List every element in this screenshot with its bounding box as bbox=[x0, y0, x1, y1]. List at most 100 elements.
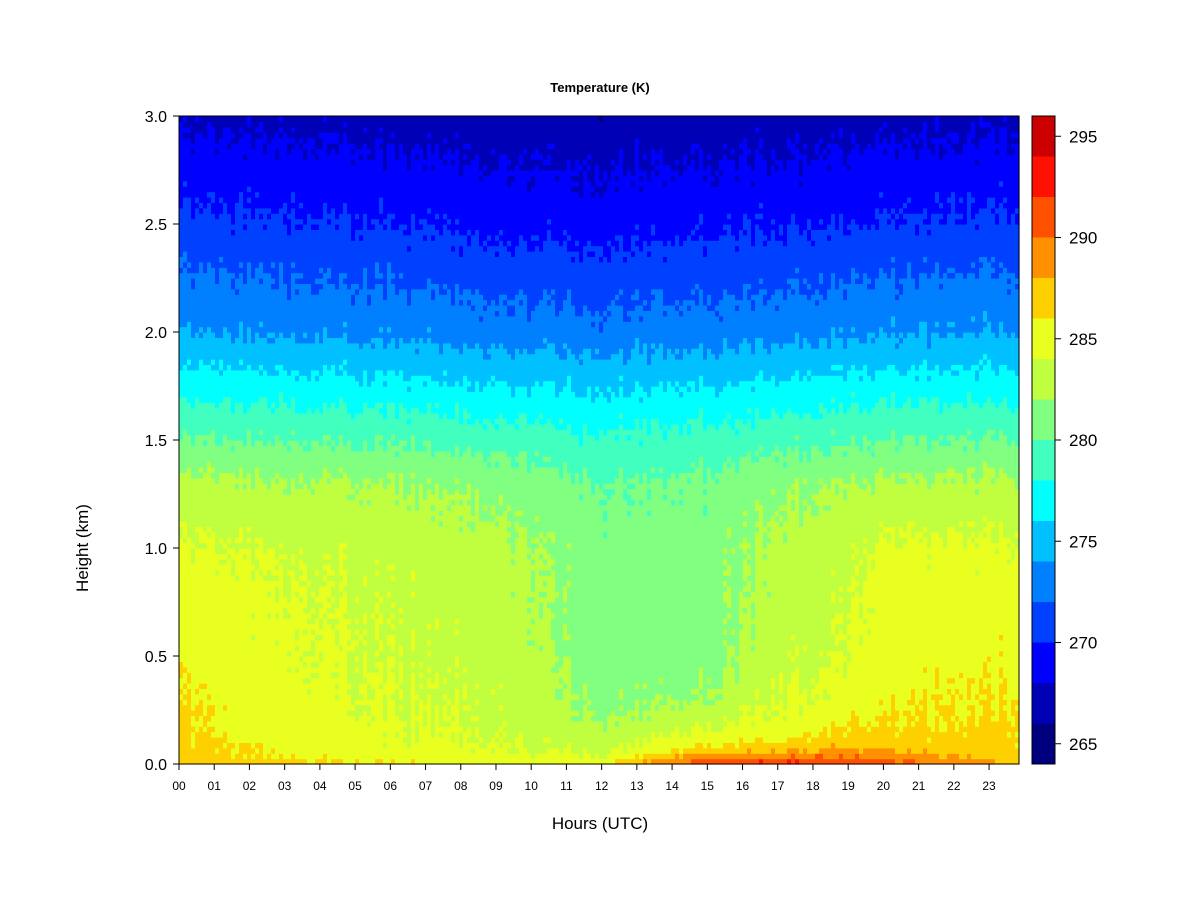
temperature-cell bbox=[527, 548, 532, 554]
temperature-cell bbox=[499, 710, 504, 727]
temperature-cell bbox=[619, 413, 624, 419]
temperature-cell bbox=[443, 450, 448, 490]
temperature-cell bbox=[991, 467, 996, 479]
temperature-cell bbox=[195, 434, 200, 479]
temperature-cell bbox=[355, 283, 360, 290]
temperature-cell bbox=[751, 639, 756, 646]
temperature-cell bbox=[339, 364, 344, 371]
temperature-cell bbox=[651, 299, 656, 344]
temperature-cell bbox=[191, 477, 196, 544]
temperature-cell bbox=[675, 164, 680, 171]
temperature-cell bbox=[303, 656, 308, 662]
temperature-cell bbox=[959, 531, 964, 673]
temperature-cell bbox=[419, 337, 424, 376]
temperature-cell bbox=[999, 261, 1004, 268]
temperature-cell bbox=[731, 634, 736, 646]
temperature-cell bbox=[983, 693, 988, 700]
temperature-cell bbox=[835, 612, 840, 625]
temperature-cell bbox=[575, 434, 580, 473]
temperature-cell bbox=[631, 483, 636, 490]
temperature-cell bbox=[827, 348, 832, 376]
temperature-cell bbox=[691, 234, 696, 241]
temperature-cell bbox=[611, 159, 616, 166]
temperature-cell bbox=[339, 396, 344, 436]
temperature-cell bbox=[947, 683, 952, 689]
temperature-cell bbox=[451, 456, 456, 495]
temperature-cell bbox=[183, 429, 188, 473]
temperature-cell bbox=[255, 537, 260, 544]
temperature-cell bbox=[863, 364, 868, 409]
temperature-cell bbox=[915, 720, 920, 754]
temperature-cell bbox=[579, 494, 584, 500]
temperature-cell bbox=[623, 364, 628, 398]
temperature-cell bbox=[331, 602, 336, 614]
temperature-cell bbox=[299, 342, 304, 376]
temperature-cell bbox=[323, 402, 328, 436]
temperature-cell bbox=[415, 159, 420, 230]
temperature-cell bbox=[895, 440, 900, 446]
temperature-cell bbox=[479, 391, 484, 425]
temperature-cell bbox=[1011, 548, 1016, 560]
temperature-cell bbox=[619, 386, 624, 414]
temperature-cell bbox=[467, 380, 472, 387]
temperature-cell bbox=[323, 364, 328, 403]
temperature-cell bbox=[499, 342, 504, 382]
temperature-cell bbox=[347, 143, 352, 214]
temperature-cell bbox=[1015, 143, 1020, 209]
temperature-cell bbox=[679, 305, 684, 311]
temperature-cell bbox=[431, 170, 436, 225]
temperature-cell bbox=[939, 159, 944, 203]
temperature-cell bbox=[183, 537, 188, 544]
temperature-cell bbox=[367, 504, 372, 673]
temperature-cell bbox=[499, 229, 504, 236]
temperature-cell bbox=[935, 202, 940, 214]
temperature-cell bbox=[783, 531, 788, 544]
temperature-cell bbox=[759, 278, 764, 284]
temperature-cell bbox=[555, 429, 560, 468]
temperature-cell bbox=[851, 332, 856, 338]
temperature-cell bbox=[827, 488, 832, 506]
temperature-cell bbox=[999, 639, 1004, 652]
temperature-cell bbox=[723, 753, 728, 760]
temperature-cell bbox=[255, 569, 260, 743]
temperature-cell bbox=[831, 402, 836, 409]
temperature-cell bbox=[987, 467, 992, 522]
temperature-cell bbox=[331, 132, 336, 144]
temperature-cell bbox=[627, 477, 632, 484]
temperature-cell bbox=[247, 207, 252, 263]
temperature-cell bbox=[223, 558, 228, 565]
temperature-cell bbox=[559, 245, 564, 311]
temperature-cell bbox=[879, 116, 884, 128]
temperature-cell bbox=[663, 310, 668, 317]
temperature-cell bbox=[723, 386, 728, 419]
temperature-cell bbox=[515, 521, 520, 533]
temperature-cell bbox=[591, 321, 596, 328]
temperature-cell bbox=[243, 229, 248, 284]
temperature-cell bbox=[939, 699, 944, 706]
temperature-cell bbox=[451, 234, 456, 247]
temperature-cell bbox=[623, 116, 628, 176]
temperature-cell bbox=[495, 737, 500, 743]
temperature-cell bbox=[331, 575, 336, 581]
temperature-cell bbox=[543, 337, 548, 344]
temperature-cell bbox=[423, 440, 428, 446]
temperature-cell bbox=[715, 483, 720, 689]
temperature-cell bbox=[483, 310, 488, 360]
temperature-cell bbox=[423, 445, 428, 452]
temperature-cell bbox=[783, 380, 788, 414]
temperature-cell bbox=[915, 159, 920, 214]
temperature-cell bbox=[287, 299, 292, 338]
temperature-cell bbox=[883, 332, 888, 371]
temperature-cell bbox=[327, 278, 332, 284]
temperature-cell bbox=[431, 494, 436, 506]
temperature-cell bbox=[583, 747, 588, 765]
temperature-cell bbox=[699, 688, 704, 695]
temperature-cell bbox=[747, 542, 752, 549]
temperature-cell bbox=[531, 159, 536, 171]
temperature-cell bbox=[843, 288, 848, 301]
temperature-cell bbox=[979, 332, 984, 360]
temperature-cell bbox=[803, 375, 808, 414]
temperature-cell bbox=[735, 418, 740, 430]
temperature-cell bbox=[655, 693, 660, 706]
temperature-cell bbox=[531, 153, 536, 160]
